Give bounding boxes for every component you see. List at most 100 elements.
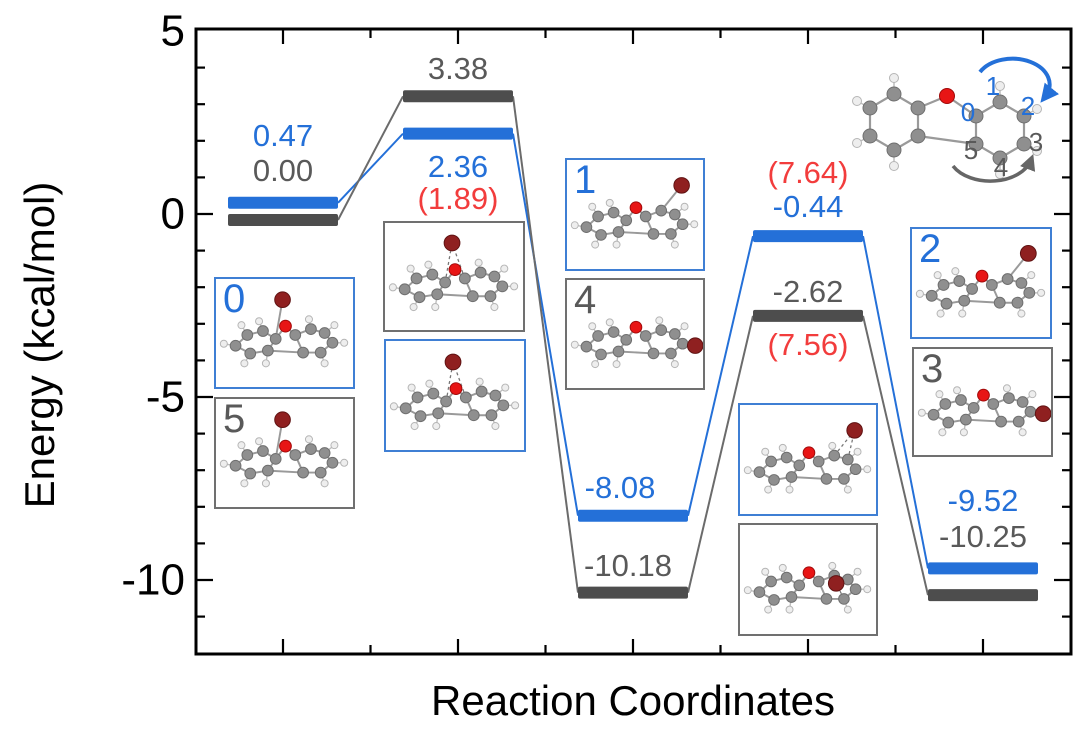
carbon-atom — [413, 291, 426, 304]
energy-value-label: -9.52 — [948, 483, 1019, 518]
bromine-atom — [274, 411, 291, 429]
oxygen-atom — [279, 439, 292, 453]
carbon-atom — [968, 136, 984, 152]
carbon-atom — [780, 451, 793, 464]
carbon-atom — [257, 445, 269, 457]
y-tick-label: 5 — [161, 6, 185, 55]
hydrogen-atom — [389, 402, 398, 411]
energy-level-bar-gray-pathway-stage3 — [578, 586, 688, 599]
carbon-atom — [580, 221, 593, 233]
hydrogen-atom — [304, 315, 313, 324]
pathway-connector-gray-pathway — [337, 95, 404, 221]
carbon-atom — [992, 150, 1008, 166]
carbon-atom — [459, 391, 472, 404]
hydrogen-atom — [320, 359, 329, 368]
carbon-atom — [612, 226, 625, 238]
energy-level-bar-gray-pathway-stage5 — [928, 589, 1038, 602]
hydrogen-atom — [853, 567, 862, 576]
oxygen-atom — [448, 263, 462, 277]
hydrogen-atom — [255, 437, 264, 446]
pathway-connector-blue-pathway — [512, 133, 579, 516]
molecule-box-number: 4 — [574, 278, 597, 322]
molecule-box-number: 0 — [223, 277, 246, 321]
hydrogen-atom — [500, 264, 509, 273]
hydrogen-atom — [388, 283, 397, 292]
carbon-atom — [496, 280, 509, 293]
oxygen-atom — [939, 88, 955, 104]
molecule-structure — [219, 411, 349, 488]
energy-level-bar-gray-pathway-stage2 — [403, 90, 513, 103]
hydrogen-atom — [843, 485, 852, 494]
carbon-atom — [886, 142, 902, 158]
energy-value-label: 3.38 — [428, 51, 488, 86]
pathway-connector-blue-pathway — [862, 235, 929, 569]
carbon-atom — [488, 270, 501, 283]
carbon-atom — [305, 323, 317, 335]
carbon-atom — [1016, 108, 1032, 124]
hydrogen-atom — [1032, 146, 1042, 156]
molecule-structure — [743, 422, 872, 494]
hydrogen-atom — [330, 441, 339, 450]
hydrogen-atom — [778, 443, 787, 452]
molecule-structure — [915, 245, 1046, 318]
molecule-box-ts — [383, 221, 525, 332]
molecule-box-0: 0 — [214, 277, 355, 389]
hydrogen-atom — [863, 585, 872, 594]
carbon-atom — [765, 455, 777, 468]
carbon-atom — [985, 279, 998, 291]
bond — [791, 596, 827, 600]
hydrogen-atom — [570, 340, 579, 349]
carbon-atom — [229, 459, 242, 472]
hydrogen-atom — [501, 383, 510, 392]
carbon-atom — [669, 208, 681, 221]
carbon-atom — [958, 294, 971, 307]
carbon-atom — [940, 297, 953, 310]
carbon-atom — [910, 100, 926, 116]
carbon-atom — [959, 413, 972, 426]
hydrogen-atom — [490, 303, 499, 312]
bond — [267, 469, 304, 474]
hydrogen-atom — [917, 408, 926, 417]
atom-position-label: 5 — [964, 135, 978, 165]
position-key-inset: 012 345 — [852, 56, 1060, 183]
carbon-atom — [414, 410, 427, 423]
bond — [964, 299, 1000, 304]
carbon-atom — [820, 593, 833, 605]
hydrogen-atom — [330, 321, 339, 330]
carbon-atom — [939, 398, 952, 410]
hydrogen-atom — [410, 422, 419, 431]
carbon-atom — [244, 467, 257, 480]
bromine-atom — [444, 353, 462, 371]
carbon-atom — [968, 108, 984, 124]
hydrogen-atom — [406, 264, 415, 273]
hydrogen-atom — [219, 339, 228, 348]
hydrogen-atom — [828, 441, 837, 450]
carbon-atom — [842, 453, 854, 466]
hydrogen-atom — [570, 221, 579, 230]
carbon-atom — [768, 594, 780, 606]
hydrogen-atom — [475, 377, 484, 386]
hydrogen-atom — [474, 258, 483, 267]
hydrogen-atom — [764, 605, 773, 614]
pathway-connector-blue-pathway — [337, 132, 404, 204]
molecule-box-number: 2 — [919, 227, 942, 271]
carbon-atom — [765, 575, 777, 588]
carbon-atom — [780, 571, 793, 584]
carbon-atom — [484, 290, 497, 303]
molecule-box-number: 3 — [921, 347, 944, 391]
carbon-atom — [289, 449, 302, 461]
carbon-atom — [849, 583, 862, 596]
atom-position-label: 1 — [986, 71, 1000, 101]
carbon-atom — [655, 324, 668, 336]
hydrogen-atom — [240, 359, 249, 368]
carbon-atom — [305, 443, 317, 455]
molecule-box-ts — [384, 339, 526, 452]
hydrogen-atom — [953, 386, 962, 395]
hydrogen-atom — [1028, 390, 1037, 399]
carbon-atom — [987, 398, 1000, 410]
carbon-atom — [440, 395, 453, 408]
carbon-atom — [992, 94, 1008, 110]
carbon-atom — [314, 346, 327, 359]
y-tick-label: -10 — [121, 555, 185, 604]
carbon-atom — [665, 347, 677, 360]
